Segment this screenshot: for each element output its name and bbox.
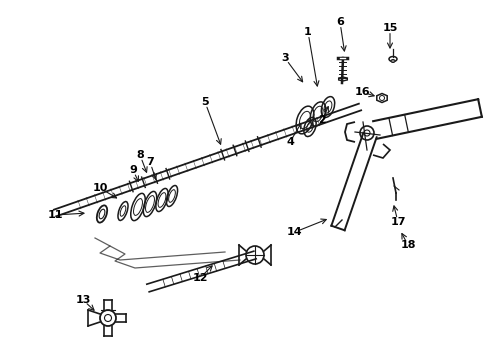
Text: 15: 15 [382, 23, 398, 33]
Text: 11: 11 [47, 210, 63, 220]
Text: 5: 5 [201, 97, 209, 107]
Text: 9: 9 [129, 165, 137, 175]
Text: 16: 16 [354, 87, 370, 97]
Text: 1: 1 [304, 27, 312, 37]
Ellipse shape [391, 59, 395, 63]
Text: 13: 13 [75, 295, 91, 305]
Text: 4: 4 [286, 137, 294, 147]
Text: 10: 10 [92, 183, 108, 193]
Text: 6: 6 [336, 17, 344, 27]
Text: 18: 18 [400, 240, 416, 250]
Text: 3: 3 [281, 53, 289, 63]
Text: 7: 7 [146, 157, 154, 167]
Text: 14: 14 [287, 227, 303, 237]
Text: 12: 12 [192, 273, 208, 283]
Text: 2: 2 [318, 115, 326, 125]
Text: 8: 8 [136, 150, 144, 160]
Text: 17: 17 [390, 217, 406, 227]
